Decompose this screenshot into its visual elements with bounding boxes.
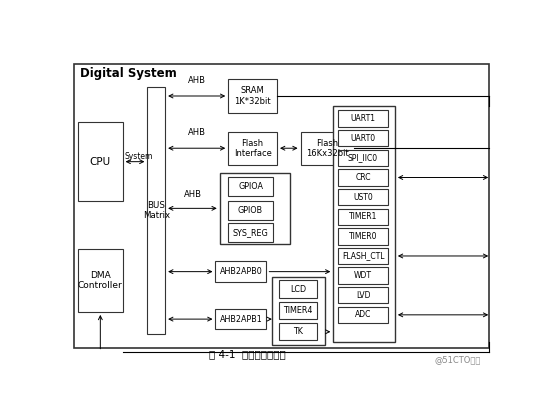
Text: DMA
Controller: DMA Controller — [78, 270, 122, 290]
Bar — [215, 309, 266, 329]
Text: Flash
Interface: Flash Interface — [234, 139, 272, 158]
Bar — [338, 130, 388, 146]
Text: FLASH_CTL: FLASH_CTL — [342, 252, 384, 261]
Text: AHB2APB1: AHB2APB1 — [220, 314, 262, 323]
Text: TIMER1: TIMER1 — [349, 212, 377, 221]
Text: 图 4-1  总线系统架构图: 图 4-1 总线系统架构图 — [209, 349, 285, 360]
Bar — [78, 122, 122, 201]
Bar — [338, 150, 388, 166]
Text: UART0: UART0 — [350, 134, 376, 143]
Text: SRAM
1K*32bit: SRAM 1K*32bit — [234, 86, 271, 106]
Text: AHB: AHB — [183, 190, 201, 199]
Text: Digital System: Digital System — [80, 67, 177, 80]
Text: SYS_REG: SYS_REG — [233, 229, 268, 238]
Text: AHB: AHB — [188, 128, 206, 137]
Text: TIMER4: TIMER4 — [283, 306, 312, 315]
Bar — [338, 189, 388, 206]
Text: CRC: CRC — [355, 173, 371, 182]
Bar — [300, 132, 354, 165]
Bar — [279, 280, 317, 298]
Bar — [338, 248, 388, 264]
Bar — [338, 268, 388, 284]
Bar — [338, 228, 388, 245]
Bar — [215, 261, 266, 282]
Bar — [279, 323, 317, 340]
Text: GPIOB: GPIOB — [238, 206, 263, 215]
Bar — [228, 201, 273, 219]
Text: @51CTO博客: @51CTO博客 — [435, 355, 481, 364]
Bar — [228, 178, 273, 196]
Text: System: System — [125, 152, 153, 162]
Bar — [338, 111, 388, 127]
Bar — [78, 249, 122, 312]
Text: SPI_IIC0: SPI_IIC0 — [348, 153, 378, 162]
Text: AHB: AHB — [188, 76, 206, 85]
Text: ADC: ADC — [355, 310, 371, 319]
Text: TK: TK — [293, 327, 303, 336]
Bar — [338, 287, 388, 303]
Bar — [338, 169, 388, 186]
Bar — [279, 302, 317, 319]
Text: Flash
16Kx32bit: Flash 16Kx32bit — [306, 139, 349, 158]
Bar — [333, 106, 395, 342]
Bar — [338, 208, 388, 225]
Text: BUS
Matrix: BUS Matrix — [143, 201, 170, 220]
Text: UART1: UART1 — [351, 114, 376, 123]
Bar — [228, 79, 277, 113]
Text: LVD: LVD — [356, 291, 371, 300]
Text: LCD: LCD — [290, 284, 306, 293]
Text: AHB2APB0: AHB2APB0 — [220, 267, 262, 276]
Text: UST0: UST0 — [353, 193, 373, 202]
Text: TIMER0: TIMER0 — [349, 232, 377, 241]
Text: WDT: WDT — [354, 271, 372, 280]
Bar — [228, 132, 277, 165]
Text: CPU: CPU — [89, 157, 111, 167]
Bar — [272, 277, 325, 345]
Bar — [220, 173, 290, 244]
Text: GPIOA: GPIOA — [238, 182, 263, 192]
Bar — [147, 87, 165, 334]
Bar — [338, 307, 388, 323]
Bar — [228, 223, 273, 242]
